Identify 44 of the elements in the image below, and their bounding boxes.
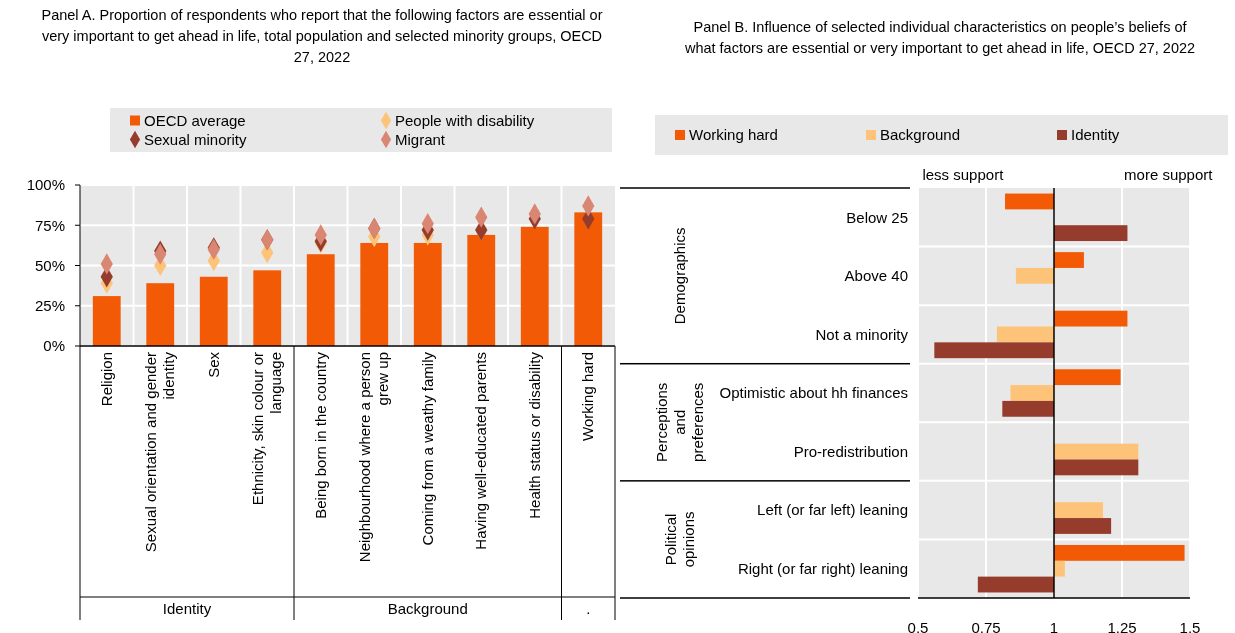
y-tick-label: 50% bbox=[34, 256, 65, 274]
legend-label: People with disability bbox=[395, 111, 535, 129]
x-tick-label: 0.5 bbox=[907, 619, 929, 633]
x-tick-label: Having well-educated parents bbox=[472, 352, 490, 550]
x-tick-label: 0.75 bbox=[971, 619, 1001, 633]
legend-label: OECD average bbox=[144, 111, 246, 129]
y-tick-label: Pro-redistribution bbox=[793, 442, 908, 460]
text: Political opinions bbox=[662, 511, 697, 568]
text: Background bbox=[387, 600, 468, 617]
y-tick-label: 25% bbox=[34, 297, 65, 314]
y-tick-label: 0% bbox=[43, 337, 65, 355]
legend-label: Background bbox=[880, 126, 961, 143]
legend-label: Identity bbox=[1071, 126, 1120, 143]
x-tick-label: Religion bbox=[97, 352, 115, 407]
x-tick-label: Neighbourhood where a person grew up bbox=[356, 352, 392, 563]
x-tick-label: 1.5 bbox=[1179, 619, 1201, 633]
text: . bbox=[586, 600, 591, 617]
y-tick-label: 75% bbox=[34, 216, 65, 234]
x-tick-label: Ethnicity, skin colour or language bbox=[249, 352, 285, 506]
y-tick-label: Left (or far left) leaning bbox=[757, 501, 908, 519]
x-tick-label: Health status or disability bbox=[525, 351, 543, 519]
legend-label: Migrant bbox=[395, 130, 446, 148]
x-tick-label: 1.25 bbox=[1107, 619, 1137, 633]
x-tick-label: Being born in the country bbox=[311, 351, 329, 519]
legend-label: Working hard bbox=[689, 126, 778, 143]
text: Demographics bbox=[671, 227, 688, 325]
chart-title: Panel B. Influence of selected individual characteristics on people’s beliefs of what factors are essential or very important to get ahead in life, OECD 27, 2022 bbox=[683, 19, 1196, 56]
text: more support bbox=[1124, 166, 1214, 183]
y-tick-label: Below 25 bbox=[846, 208, 908, 226]
legend-label: Sexual minority bbox=[144, 130, 248, 148]
x-tick-label: Coming from a weathy family bbox=[418, 351, 436, 546]
x-tick-label: 1 bbox=[1049, 619, 1059, 633]
text: less support bbox=[922, 166, 1005, 183]
y-tick-label: Above 40 bbox=[844, 267, 908, 285]
text: Perceptions and preferences bbox=[653, 382, 706, 462]
chart-title: Panel A. Proportion of respondents who report that the following factors are essential or very important to get ahead in life, total population and selected minority groups, OECD 27, 2022 bbox=[41, 7, 603, 65]
text: Identity bbox=[162, 600, 212, 617]
y-tick-label: Not a minority bbox=[815, 325, 909, 343]
x-tick-label: Sexual orientation and gender identity bbox=[142, 351, 178, 553]
x-tick-label: Sex bbox=[204, 351, 222, 378]
y-tick-label: 100% bbox=[26, 176, 65, 194]
y-tick-label: Optimistic about hh finances bbox=[719, 384, 908, 402]
y-tick-label: Right (or far right) leaning bbox=[737, 559, 908, 577]
x-tick-label: Working hard bbox=[579, 352, 597, 441]
